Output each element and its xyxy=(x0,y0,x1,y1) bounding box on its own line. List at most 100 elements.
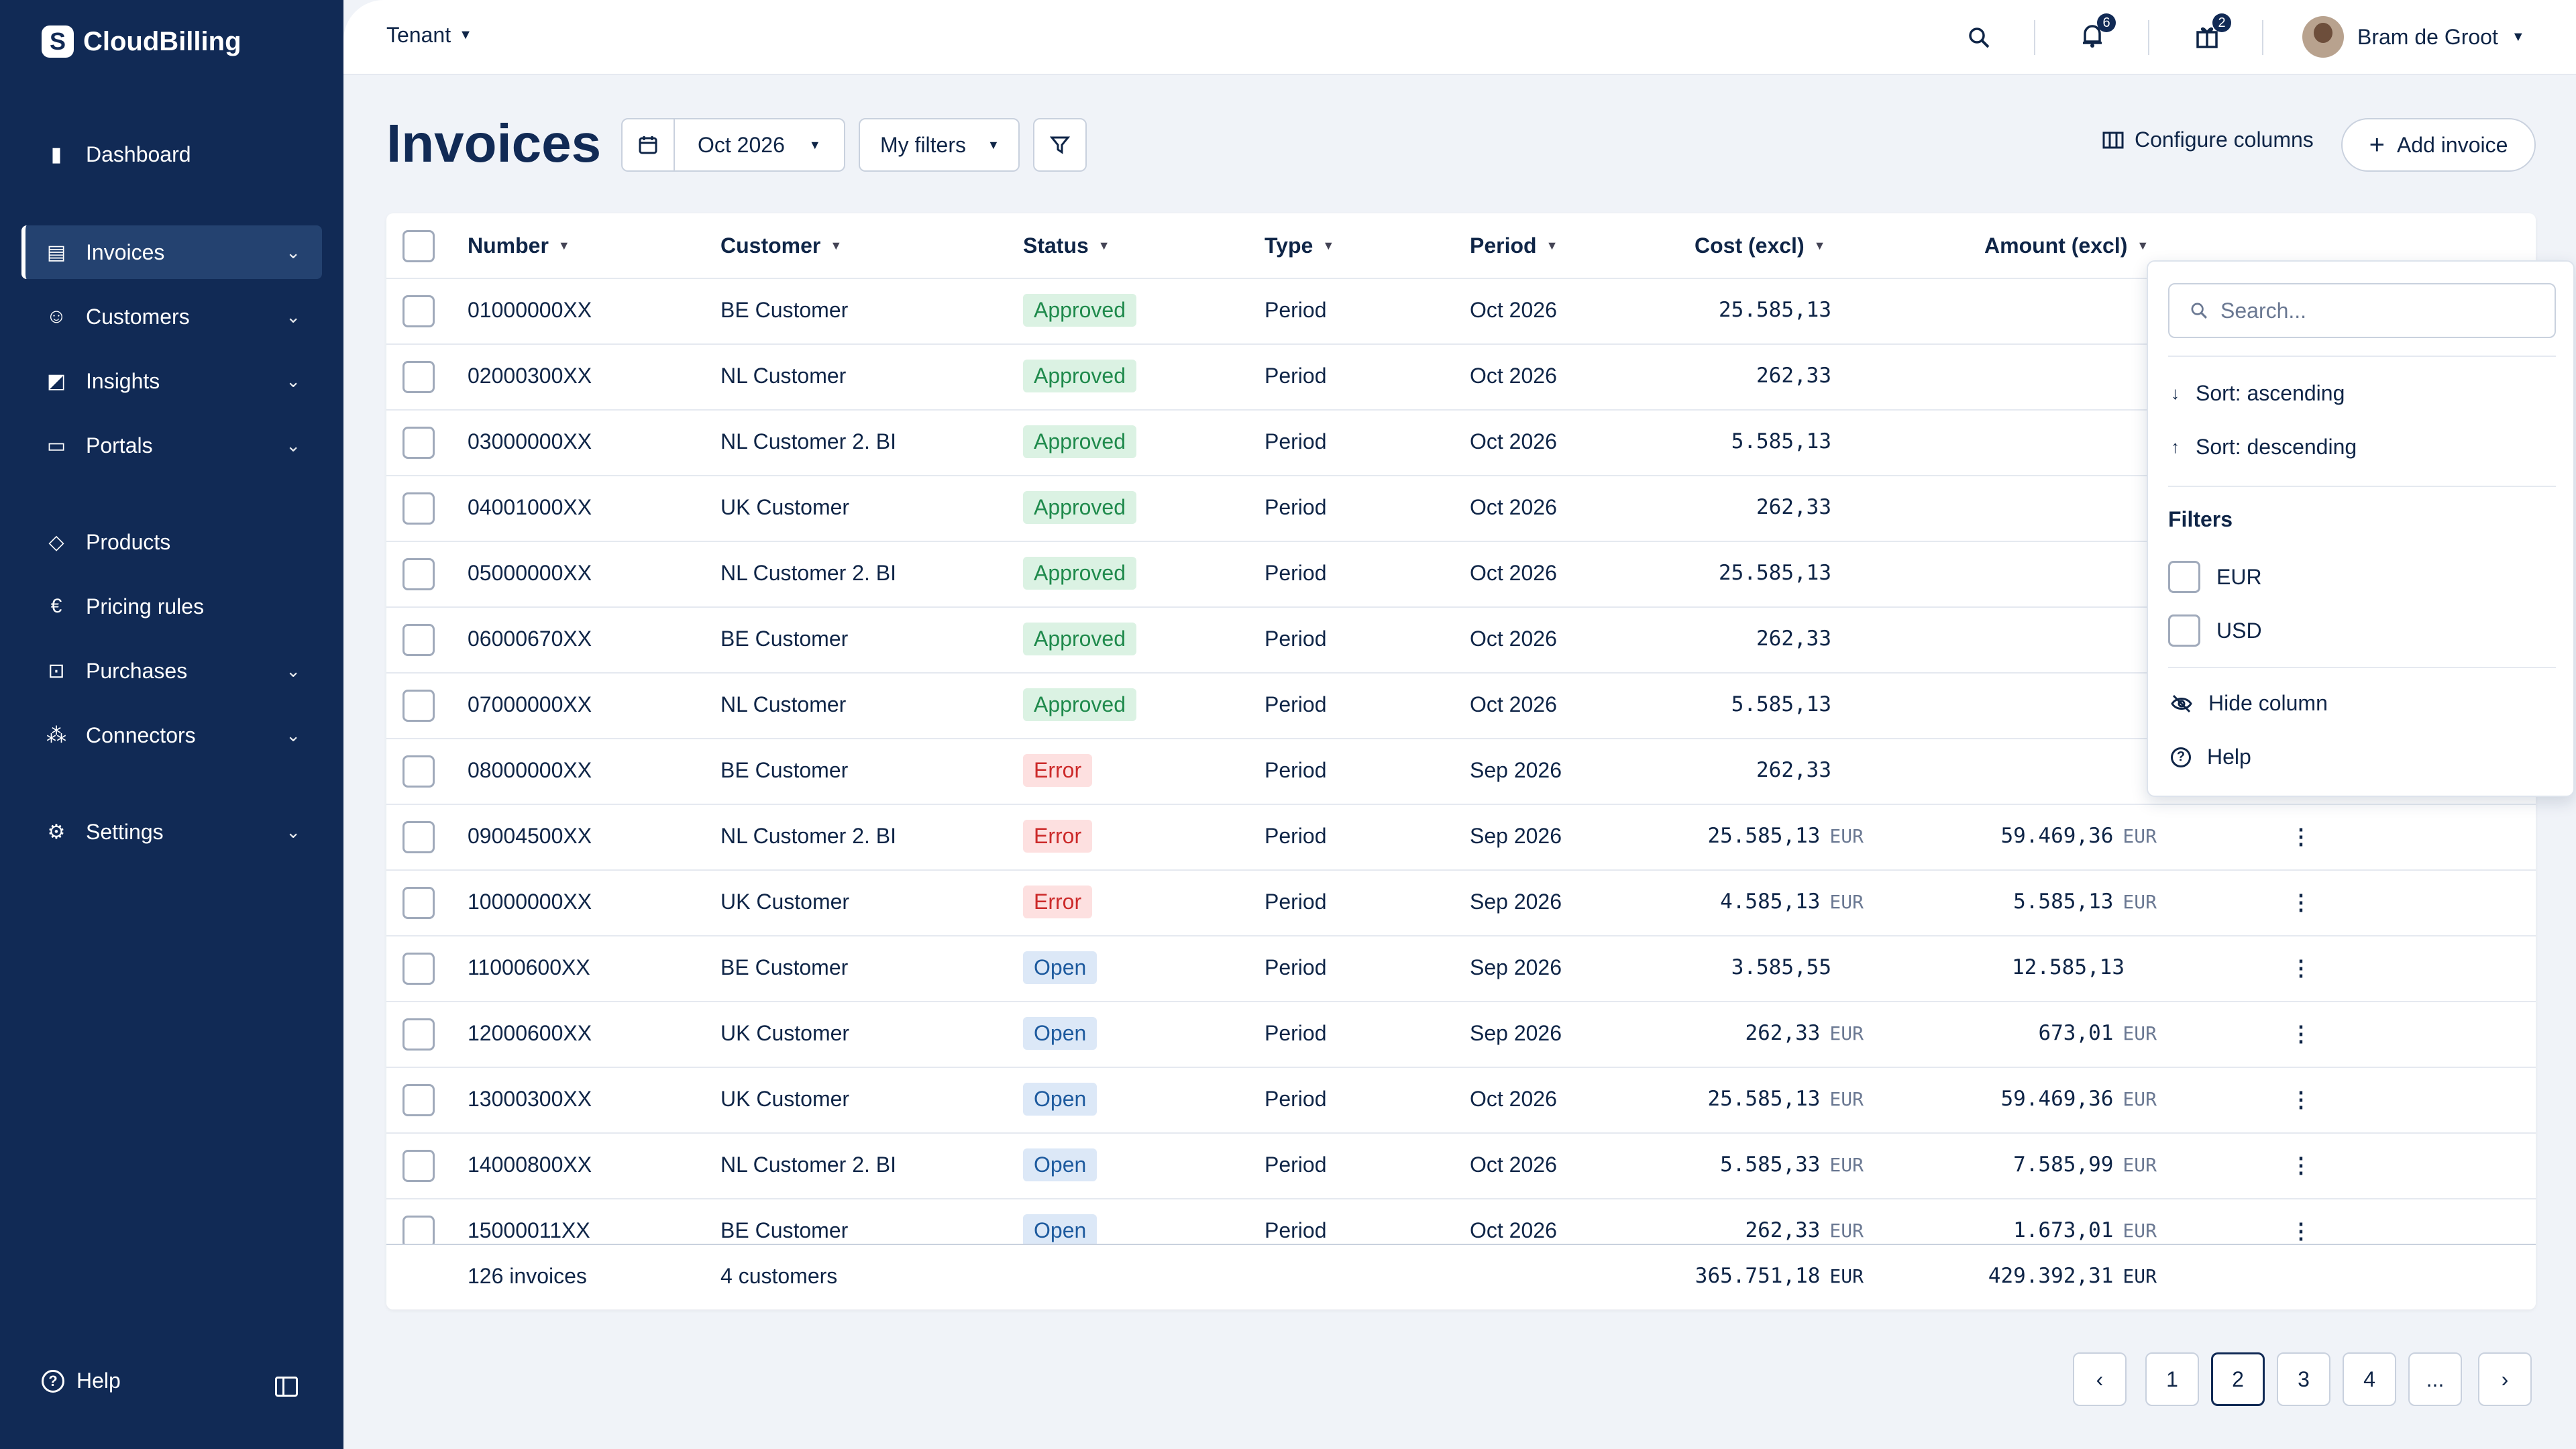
row-actions-icon[interactable]: ⋮ xyxy=(2290,824,2312,849)
filter-option-usd[interactable]: USD xyxy=(2168,614,2262,647)
column-header-period[interactable]: Period ▼ xyxy=(1470,233,1558,258)
sidebar-item-pricing-rules[interactable]: € Pricing rules xyxy=(21,580,322,633)
row-checkbox[interactable] xyxy=(402,361,435,393)
notifications-button[interactable]: 6 xyxy=(2081,13,2116,54)
sidebar-item-connectors[interactable]: ⁂ Connectors ⌄ xyxy=(21,708,322,762)
row-checkbox[interactable] xyxy=(402,1216,435,1248)
eur-checkbox[interactable] xyxy=(2168,561,2200,593)
row-actions-icon[interactable]: ⋮ xyxy=(2290,1153,2312,1177)
table-row[interactable]: 05000000XX NL Customer 2. BI Approved Pe… xyxy=(386,542,2536,608)
footer-cost-total: 365.751,18 EUR xyxy=(1695,1264,1864,1288)
row-checkbox[interactable] xyxy=(402,624,435,656)
pagination-page-button[interactable]: 4 xyxy=(2343,1352,2396,1406)
table-row[interactable]: 01000000XX BE Customer Approved Period O… xyxy=(386,279,2536,345)
sort-descending-option[interactable]: ↑ Sort: descending xyxy=(2171,435,2357,460)
row-checkbox[interactable] xyxy=(402,558,435,590)
my-filters-dropdown[interactable]: My filters ▼ xyxy=(859,118,1020,172)
column-header-number[interactable]: Number ▼ xyxy=(468,233,570,258)
sidebar-item-purchases[interactable]: ⊡ Purchases ⌄ xyxy=(21,644,322,698)
select-all-checkbox[interactable] xyxy=(402,230,435,262)
pagination-next-button[interactable]: › xyxy=(2478,1352,2532,1406)
column-header-label: Amount (excl) xyxy=(1984,233,2128,258)
sidebar-item-customers[interactable]: ☺ Customers ⌄ xyxy=(21,290,322,343)
row-checkbox[interactable] xyxy=(402,821,435,853)
customer-name: NL Customer 2. BI xyxy=(720,429,897,453)
status-badge: Open xyxy=(1023,1017,1097,1050)
configure-columns-button[interactable]: Configure columns xyxy=(2102,127,2314,152)
hide-column-option[interactable]: Hide column xyxy=(2171,691,2328,716)
column-header-status[interactable]: Status ▼ xyxy=(1023,233,1110,258)
collapse-sidebar-icon[interactable] xyxy=(275,1377,298,1397)
currency-label: EUR xyxy=(2123,825,2157,847)
invoice-number: 09004500XX xyxy=(468,824,592,848)
row-actions-icon[interactable]: ⋮ xyxy=(2290,956,2312,980)
row-checkbox[interactable] xyxy=(402,690,435,722)
help-icon: ? xyxy=(2171,747,2191,767)
sidebar-item-products[interactable]: ◇ Products xyxy=(21,515,322,569)
row-checkbox[interactable] xyxy=(402,1150,435,1182)
bell-icon xyxy=(2083,25,2102,48)
column-header-type[interactable]: Type ▼ xyxy=(1265,233,1334,258)
row-checkbox[interactable] xyxy=(402,953,435,985)
row-checkbox[interactable] xyxy=(402,427,435,459)
pagination-page-button[interactable]: 3 xyxy=(2277,1352,2330,1406)
row-checkbox[interactable] xyxy=(402,887,435,919)
column-header-cost-excl[interactable]: Cost (excl) ▼ xyxy=(1695,233,1825,258)
user-menu[interactable]: Bram de Groot ▼ xyxy=(2302,16,2525,58)
portal-icon: ▭ xyxy=(46,434,66,457)
help-label: Help xyxy=(2207,745,2251,769)
sidebar-item-insights[interactable]: ◩ Insights ⌄ xyxy=(21,354,322,408)
row-checkbox[interactable] xyxy=(402,1018,435,1051)
row-actions-icon[interactable]: ⋮ xyxy=(2290,890,2312,914)
row-actions-icon[interactable]: ⋮ xyxy=(2290,1022,2312,1046)
user-name: Bram de Groot xyxy=(2357,24,2498,49)
chevron-down-icon: ⌄ xyxy=(286,724,301,745)
pagination-page-button[interactable]: 1 xyxy=(2145,1352,2199,1406)
table-row[interactable]: 10000000XX UK Customer Error Period Sep … xyxy=(386,871,2536,936)
gifts-badge: 2 xyxy=(2212,13,2231,32)
row-checkbox[interactable] xyxy=(402,755,435,788)
filter-option-eur[interactable]: EUR xyxy=(2168,561,2262,593)
column-header-customer[interactable]: Customer ▼ xyxy=(720,233,842,258)
row-actions-icon[interactable]: ⋮ xyxy=(2290,1087,2312,1112)
table-row[interactable]: 04001000XX UK Customer Approved Period O… xyxy=(386,476,2536,542)
pagination-prev-button[interactable]: ‹ xyxy=(2073,1352,2127,1406)
gifts-button[interactable]: 2 xyxy=(2195,13,2231,54)
sidebar-item-invoices[interactable]: ▤ Invoices ⌄ xyxy=(21,225,322,279)
help-link[interactable]: ? Help xyxy=(42,1368,121,1393)
column-header-label: Customer xyxy=(720,233,821,258)
invoice-period: Sep 2026 xyxy=(1470,890,1562,914)
table-row[interactable]: 09004500XX NL Customer 2. BI Error Perio… xyxy=(386,805,2536,871)
invoice-period: Oct 2026 xyxy=(1470,627,1557,651)
cost-value: 262,33 xyxy=(1756,758,1831,782)
arrow-up-icon: ↑ xyxy=(2171,437,2180,457)
pagination-page-button[interactable]: ... xyxy=(2408,1352,2462,1406)
add-invoice-button[interactable]: + Add invoice xyxy=(2341,118,2536,172)
app-logo[interactable]: S CloudBilling xyxy=(42,25,241,58)
table-row[interactable]: 14000800XX NL Customer 2. BI Open Period… xyxy=(386,1134,2536,1199)
pagination-page-button[interactable]: 2 xyxy=(2211,1352,2265,1406)
usd-checkbox[interactable] xyxy=(2168,614,2200,647)
tenant-selector[interactable]: Tenant ▼ xyxy=(386,23,472,48)
sidebar-item-dashboard[interactable]: ▮ Dashboard xyxy=(21,127,322,181)
chevron-down-icon: ⌄ xyxy=(286,435,301,455)
sidebar-item-portals[interactable]: ▭ Portals ⌄ xyxy=(21,419,322,472)
table-row[interactable]: 15000011XX BE Customer Open Period Oct 2… xyxy=(386,1199,2536,1265)
sort-ascending-option[interactable]: ↓ Sort: ascending xyxy=(2171,381,2345,406)
help-option[interactable]: ? Help xyxy=(2171,745,2251,769)
row-checkbox[interactable] xyxy=(402,1084,435,1116)
table-row[interactable]: 12000600XX UK Customer Open Period Sep 2… xyxy=(386,1002,2536,1068)
column-search-input[interactable]: Search... xyxy=(2168,283,2556,338)
table-row[interactable]: 11000600XX BE Customer Open Period Sep 2… xyxy=(386,936,2536,1002)
table-row[interactable]: 13000300XX UK Customer Open Period Oct 2… xyxy=(386,1068,2536,1134)
table-row[interactable]: 02000300XX NL Customer Approved Period O… xyxy=(386,345,2536,411)
row-checkbox[interactable] xyxy=(402,295,435,327)
search-icon[interactable] xyxy=(1967,25,1991,50)
row-actions-icon[interactable]: ⋮ xyxy=(2290,1219,2312,1243)
filters-heading: Filters xyxy=(2168,507,2233,531)
period-selector[interactable]: Oct 2026 ▼ xyxy=(621,118,845,172)
row-checkbox[interactable] xyxy=(402,492,435,525)
filter-button[interactable] xyxy=(1033,118,1087,172)
sidebar-item-settings[interactable]: ⚙ Settings ⌄ xyxy=(21,805,322,859)
column-header-amount-excl[interactable]: Amount (excl) ▼ xyxy=(1984,233,2149,258)
